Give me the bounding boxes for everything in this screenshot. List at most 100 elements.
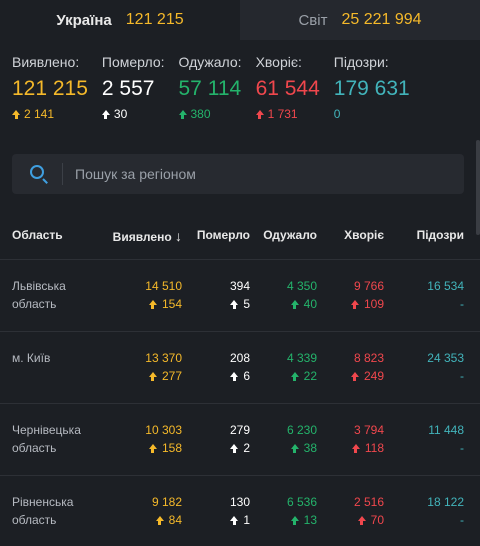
arrow-up-icon — [12, 109, 20, 119]
detected-delta: 84 — [155, 511, 182, 529]
suspected-delta: - — [460, 513, 464, 527]
sick-delta-value: 118 — [364, 441, 384, 455]
dead-delta: 1 — [230, 511, 250, 529]
header-detected[interactable]: Виявлено ↓ — [113, 228, 182, 244]
stat-recovered-delta: 380 — [178, 106, 242, 122]
arrow-up-icon — [148, 443, 157, 453]
header-sick[interactable]: Хворіє — [344, 228, 384, 242]
suspected-value: 11 448 — [428, 423, 464, 437]
stat-sick-delta-value: 1 731 — [267, 107, 298, 121]
dead-delta-value: 6 — [243, 369, 250, 383]
arrow-up-icon — [290, 299, 299, 309]
stat-recovered-value: 57 114 — [178, 77, 242, 100]
stat-dead-delta: 30 — [101, 106, 165, 122]
table-row[interactable]: Рівненська область 9 182 84 130 1 6 536 … — [0, 476, 480, 546]
suspected-value: 16 534 — [427, 279, 464, 293]
scrollbar[interactable] — [476, 140, 480, 235]
sort-arrow-icon: ↓ — [175, 228, 182, 244]
arrow-up-icon — [155, 515, 164, 525]
header-recovered[interactable]: Одужало — [263, 228, 317, 242]
search-bar — [12, 154, 464, 194]
tab-world[interactable]: Світ 25 221 994 — [240, 0, 480, 40]
detected-delta-value: 154 — [161, 297, 182, 311]
sick-delta: 118 — [351, 439, 384, 457]
stat-detected: Виявлено: 121 215 2 141 — [12, 54, 88, 160]
arrow-up-icon — [357, 515, 366, 525]
recovered-value: 6 536 — [286, 495, 317, 509]
dead-delta-value: 1 — [243, 513, 250, 527]
table-header: Область Виявлено ↓ Померло Одужало Хворі… — [0, 206, 480, 260]
stat-detected-value: 121 215 — [12, 77, 88, 100]
recovered-delta-value: 38 — [303, 441, 317, 455]
sick-delta-value: 249 — [363, 369, 384, 383]
arrow-up-icon — [178, 109, 187, 119]
recovered-delta-value: 13 — [303, 513, 317, 527]
sick-value: 8 823 — [353, 351, 384, 365]
stat-suspected-delta: 0 — [334, 106, 410, 122]
stat-suspected: Підозри: 179 631 0 — [334, 54, 410, 160]
stat-sick-value: 61 544 — [255, 77, 320, 100]
stat-recovered-delta-value: 380 — [190, 107, 211, 121]
recovered-delta: 38 — [290, 439, 317, 457]
arrow-up-icon — [148, 371, 157, 381]
arrow-up-icon — [255, 109, 264, 119]
table-row[interactable]: Чернівецька область 10 303 158 279 2 6 2… — [0, 404, 480, 476]
dead-delta: 6 — [230, 367, 250, 385]
detected-delta-value: 158 — [161, 441, 182, 455]
suspected-value: 24 353 — [427, 351, 464, 365]
recovered-value: 4 350 — [286, 279, 317, 293]
stat-detected-delta-value: 2 141 — [24, 107, 55, 121]
dead-value: 279 — [229, 423, 250, 437]
stat-suspected-delta-value: 0 — [333, 107, 341, 121]
search-input[interactable] — [75, 166, 464, 182]
detected-delta: 277 — [148, 367, 182, 385]
arrow-up-icon — [230, 515, 239, 525]
stat-dead: Померло: 2 557 30 — [101, 54, 165, 160]
header-dead[interactable]: Померло — [196, 228, 250, 242]
arrow-up-icon — [351, 443, 360, 453]
detected-value: 14 510 — [145, 279, 182, 293]
sick-value: 9 766 — [353, 279, 384, 293]
search-icon[interactable] — [12, 154, 62, 194]
tab-ukraine-label: Україна — [56, 11, 112, 29]
sick-delta-value: 109 — [363, 297, 384, 311]
stat-recovered: Одужало: 57 114 380 — [178, 54, 242, 160]
detected-delta-value: 277 — [161, 369, 182, 383]
tab-ukraine[interactable]: Україна 121 215 — [0, 0, 240, 40]
stat-sick-label: Хворіє: — [255, 54, 302, 70]
stat-detected-delta: 2 141 — [12, 106, 88, 122]
tab-world-label: Світ — [298, 11, 328, 29]
suspected-delta: - — [460, 369, 464, 383]
stat-suspected-label: Підозри: — [333, 54, 389, 70]
dead-value: 130 — [229, 495, 250, 509]
sick-delta: 249 — [350, 367, 384, 385]
detected-value: 9 182 — [151, 495, 182, 509]
dead-value: 394 — [229, 279, 250, 293]
detected-delta: 158 — [148, 439, 182, 457]
detected-delta: 154 — [148, 295, 182, 313]
suspected-delta: - — [460, 297, 464, 311]
table-row[interactable]: Львівська область 14 510 154 394 5 4 350… — [0, 260, 480, 332]
recovered-delta: 40 — [290, 295, 317, 313]
region-name: м. Київ — [12, 351, 51, 365]
regions-table: Область Виявлено ↓ Померло Одужало Хворі… — [0, 206, 480, 546]
region-name: Чернівецька область — [12, 423, 81, 455]
detected-value: 10 303 — [145, 423, 182, 437]
header-region[interactable]: Область — [12, 228, 63, 242]
sick-delta-value: 70 — [370, 513, 384, 527]
header-suspected[interactable]: Підозри — [416, 228, 464, 242]
tab-world-count: 25 221 994 — [341, 11, 422, 28]
summary-stats: Виявлено: 121 215 2 141 Померло: 2 557 3… — [0, 40, 480, 160]
dead-delta-value: 2 — [243, 441, 250, 455]
detected-delta-value: 84 — [168, 513, 182, 527]
country-tabs: Україна 121 215 Світ 25 221 994 — [0, 0, 480, 40]
sick-value: 2 516 — [353, 495, 384, 509]
arrow-up-icon — [290, 443, 299, 453]
stat-dead-label: Померло: — [101, 54, 165, 70]
sick-value: 3 794 — [353, 423, 384, 437]
dead-delta-value: 5 — [243, 297, 250, 311]
table-row[interactable]: м. Київ 13 370 277 208 6 4 339 22 8 823 … — [0, 332, 480, 404]
dead-delta: 5 — [230, 295, 250, 313]
arrow-up-icon — [101, 109, 110, 119]
arrow-up-icon — [148, 299, 157, 309]
